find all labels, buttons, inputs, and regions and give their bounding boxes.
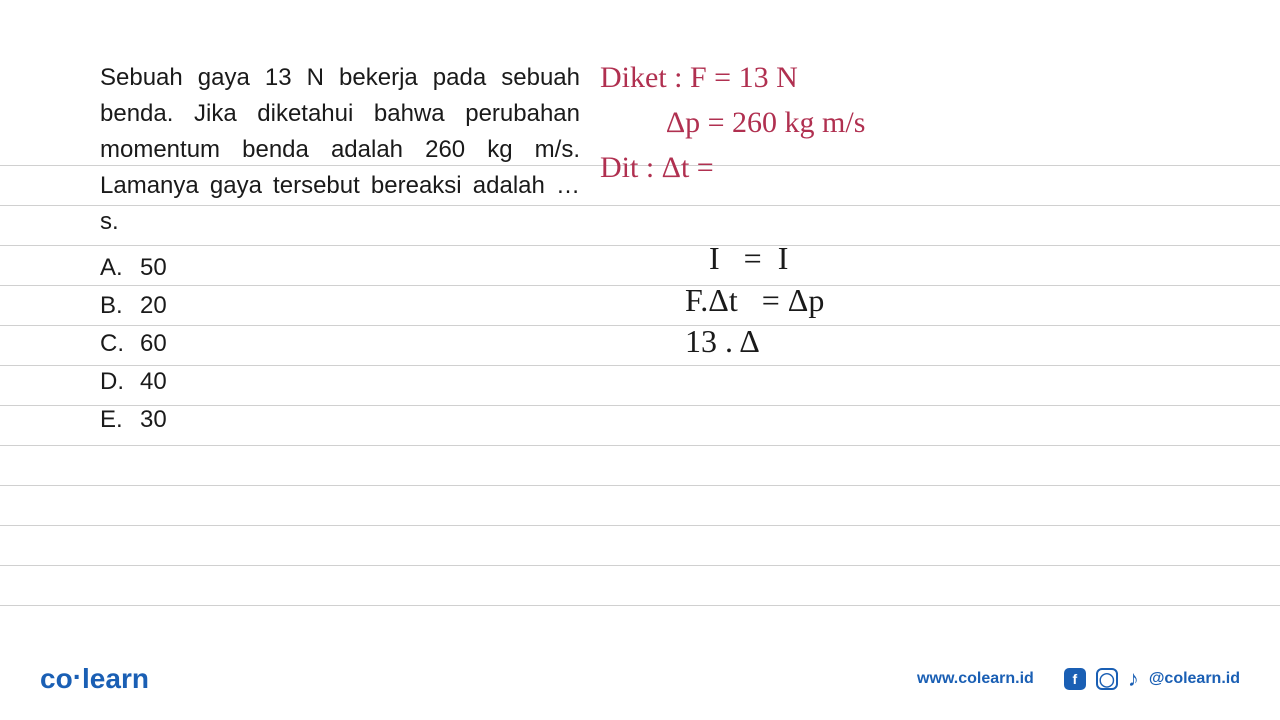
handwriting-line: Diket : F = 13 N: [600, 55, 1200, 100]
option-row: C.60: [100, 326, 580, 362]
option-row: A.50: [100, 250, 580, 286]
question-block: Sebuah gaya 13 N bekerja pada sebuah ben…: [100, 60, 580, 440]
facebook-icon: f: [1064, 668, 1086, 690]
option-letter: D.: [100, 364, 140, 400]
option-letter: C.: [100, 326, 140, 362]
handwriting-line: 13 . Δ: [685, 321, 1200, 363]
option-value: 20: [140, 288, 167, 324]
footer: co·learn www.colearn.id f ◯ ♪ @colearn.i…: [0, 663, 1280, 695]
instagram-icon: ◯: [1096, 668, 1118, 690]
option-letter: E.: [100, 402, 140, 438]
ruled-line: [0, 605, 1280, 606]
brand-logo: co·learn: [40, 663, 149, 695]
ruled-line: [0, 525, 1280, 526]
website-url: www.colearn.id: [917, 670, 1034, 688]
logo-dot: ·: [73, 661, 82, 692]
logo-learn: learn: [82, 663, 149, 694]
option-value: 30: [140, 402, 167, 438]
option-value: 60: [140, 326, 167, 362]
option-letter: B.: [100, 288, 140, 324]
tiktok-icon: ♪: [1128, 666, 1139, 692]
logo-co: co: [40, 663, 73, 694]
handwriting-line: I = I: [685, 238, 1200, 280]
footer-right: www.colearn.id f ◯ ♪ @colearn.id: [917, 666, 1240, 692]
social-handle: @colearn.id: [1149, 670, 1240, 688]
option-row: E.30: [100, 402, 580, 438]
ruled-line: [0, 485, 1280, 486]
handwriting-line: Dit : Δt =: [600, 145, 1200, 190]
option-value: 40: [140, 364, 167, 400]
page-content: Sebuah gaya 13 N bekerja pada sebuah ben…: [0, 0, 1280, 720]
handwriting-area: Diket : F = 13 N Δp = 260 kg m/sDit : Δt…: [600, 55, 1200, 363]
option-row: B.20: [100, 288, 580, 324]
question-text: Sebuah gaya 13 N bekerja pada sebuah ben…: [100, 60, 580, 240]
handwriting-line: F.Δt = Δp: [685, 280, 1200, 322]
handwriting-given: Diket : F = 13 N Δp = 260 kg m/sDit : Δt…: [600, 55, 1200, 190]
option-letter: A.: [100, 250, 140, 286]
handwriting-work: I = IF.Δt = Δp13 . Δ: [685, 238, 1200, 363]
options-list: A.50B.20C.60D.40E.30: [100, 250, 580, 438]
option-value: 50: [140, 250, 167, 286]
ruled-line: [0, 565, 1280, 566]
option-row: D.40: [100, 364, 580, 400]
ruled-line: [0, 445, 1280, 446]
handwriting-line: Δp = 260 kg m/s: [600, 100, 1200, 145]
